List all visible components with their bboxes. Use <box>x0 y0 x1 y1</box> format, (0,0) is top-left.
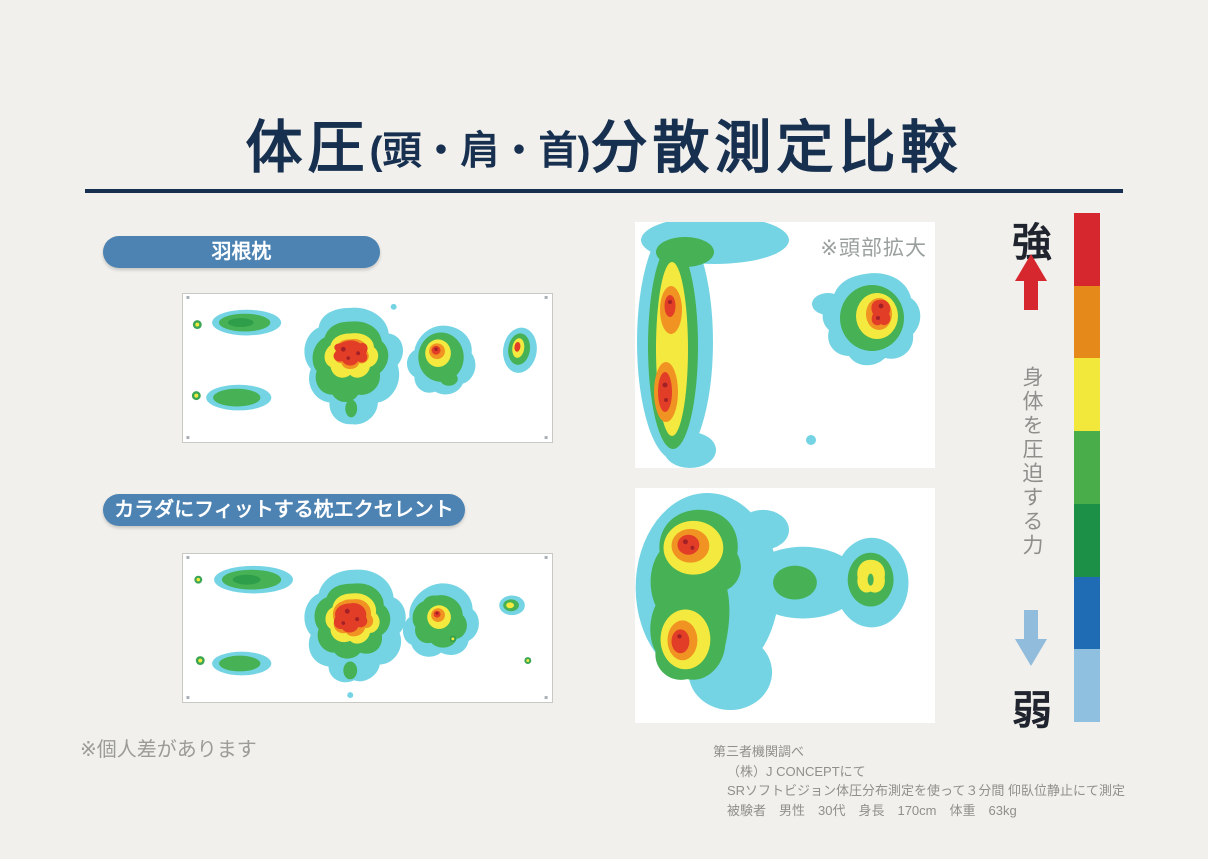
arrow-up-icon <box>1015 254 1047 281</box>
heatmap-feather-pillow-full <box>182 293 553 443</box>
legend-color-segment <box>1074 285 1100 359</box>
arrow-down-shaft <box>1024 610 1038 641</box>
label-excellent-pillow: カラダにフィットする枕エクセレント <box>103 494 465 526</box>
legend-color-segment <box>1074 358 1100 432</box>
heatmap-feather-pillow-head: ※頭部拡大 <box>635 222 935 468</box>
heatmap-excellent-pillow-head <box>635 488 935 723</box>
title-paren: (頭・肩・首) <box>369 130 591 173</box>
heatmap-feather-head-graphic <box>637 222 921 468</box>
legend-color-segment <box>1074 649 1100 723</box>
source-note: 第三者機関調べ （株）J CONCEPTにて SRソフトビジョン体圧分布測定を使って… <box>713 742 1125 820</box>
source-line: SRソフトビジョン体圧分布測定を使って３分間 仰臥位静止にて測定 <box>727 783 1126 798</box>
arrow-down-icon <box>1015 639 1047 666</box>
title-underline <box>85 189 1123 193</box>
legend-color-segment <box>1074 576 1100 650</box>
arrow-up-shaft <box>1024 279 1038 310</box>
legend-color-segment <box>1074 503 1100 577</box>
corner-marks <box>186 555 548 700</box>
title-main-left: 体圧 <box>245 116 370 180</box>
title-main-right: 分散測定比較 <box>590 116 963 180</box>
head-zoom-note: ※頭部拡大 <box>820 237 927 260</box>
legend-colorbar <box>1074 213 1100 723</box>
pressure-axis-label: 身体を圧迫する力 <box>1020 366 1043 558</box>
source-line: 被験者 男性 30代 身長 170cm 体重 63kg <box>727 802 1017 818</box>
corner-marks <box>186 295 548 440</box>
legend-color-segment <box>1074 431 1100 504</box>
label-feather-pillow: 羽根枕 <box>103 236 380 268</box>
page-title: 体圧(頭・肩・首)分散測定比較 <box>0 102 1208 184</box>
source-line: 第三者機関調べ <box>713 744 805 759</box>
heatmap-excellent-head-graphic <box>635 492 909 711</box>
legend-color-segment <box>1074 213 1100 286</box>
heatmap-excellent-pillow-full <box>182 553 553 703</box>
source-line: （株）J CONCEPTにて <box>727 763 866 779</box>
legend-weak-label: 弱 <box>1012 689 1052 733</box>
individual-note: ※個人差があります <box>80 739 257 761</box>
